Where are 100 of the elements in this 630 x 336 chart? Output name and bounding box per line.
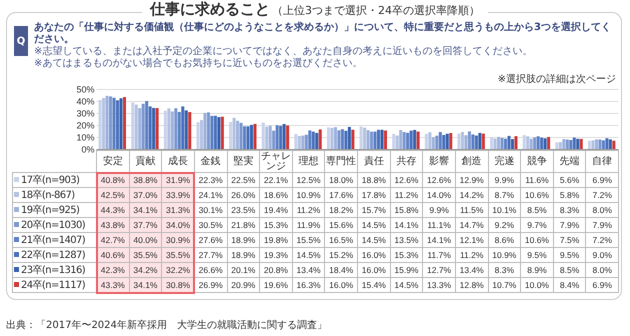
data-label: 12.7% xyxy=(422,262,456,278)
data-label: 42.5% xyxy=(96,188,130,202)
bar xyxy=(178,112,181,149)
data-label: 19.3% xyxy=(260,248,292,262)
data-label: 15.5% xyxy=(292,232,325,248)
data-label: 13.5% xyxy=(390,232,423,248)
bar xyxy=(164,110,167,149)
bar xyxy=(122,97,126,149)
bar xyxy=(134,104,138,149)
bar xyxy=(608,139,612,149)
data-label: 15.3% xyxy=(390,248,423,262)
data-label: 14.2% xyxy=(455,188,488,202)
bar xyxy=(580,138,583,149)
bar xyxy=(396,136,399,149)
bar xyxy=(145,101,148,149)
bar xyxy=(232,118,236,149)
x-tick-label: チャレンジ xyxy=(260,150,292,172)
bar xyxy=(304,134,308,149)
bar xyxy=(504,138,508,149)
bar xyxy=(432,137,435,149)
bar xyxy=(555,142,558,149)
data-label: 15.3% xyxy=(260,218,292,232)
bar xyxy=(612,140,616,149)
legend-label: 22卒(n=1287) xyxy=(12,248,96,262)
bar xyxy=(530,138,533,149)
bar xyxy=(471,134,474,149)
data-label: 11.2% xyxy=(455,248,488,262)
data-label: 11.1% xyxy=(422,218,456,232)
x-tick-label: 安定 xyxy=(96,150,130,172)
bar xyxy=(294,134,298,149)
bar xyxy=(591,140,595,149)
x-tick-label: 堅実 xyxy=(227,150,260,172)
bar xyxy=(449,133,452,149)
y-tick-label: 0% xyxy=(81,144,94,154)
y-tick-label: 20% xyxy=(76,120,94,130)
data-label: 14.0% xyxy=(422,188,456,202)
bar xyxy=(380,130,384,149)
bar xyxy=(351,130,354,149)
data-label: 20.8% xyxy=(260,262,292,278)
bar xyxy=(167,108,170,149)
bar xyxy=(200,120,204,149)
bar xyxy=(377,130,380,149)
x-tick-label: 完遂 xyxy=(488,150,521,172)
data-label: 12.6% xyxy=(422,172,456,188)
bar xyxy=(326,127,330,149)
bar xyxy=(438,132,442,149)
bar xyxy=(366,130,370,149)
bar xyxy=(236,120,240,149)
data-label: 14.7% xyxy=(455,218,488,232)
bar xyxy=(435,136,438,149)
y-tick-label: 30% xyxy=(76,108,94,118)
data-label: 27.6% xyxy=(194,232,227,248)
data-label: 31.3% xyxy=(162,202,194,218)
data-label: 10.9% xyxy=(292,188,325,202)
data-label: 15.8% xyxy=(390,202,423,218)
bar xyxy=(268,126,272,149)
data-label: 5.6% xyxy=(553,172,586,188)
data-label: 31.9% xyxy=(162,172,194,188)
bar xyxy=(315,132,318,149)
bar xyxy=(152,108,156,149)
data-label: 21.8% xyxy=(227,218,260,232)
bar xyxy=(340,129,344,149)
bar xyxy=(298,136,301,149)
bar xyxy=(174,108,178,149)
data-label: 9.5% xyxy=(520,248,554,262)
bar xyxy=(330,128,334,149)
data-label: 42.7% xyxy=(96,232,130,248)
bar xyxy=(119,98,123,149)
data-label: 33.9% xyxy=(162,188,194,202)
data-label: 26.6% xyxy=(194,262,227,278)
data-label: 40.6% xyxy=(96,248,130,262)
data-label: 12.8% xyxy=(455,278,488,292)
bar xyxy=(428,132,432,149)
x-tick-label: 金銭 xyxy=(194,150,227,172)
data-label: 12.9% xyxy=(455,172,488,188)
bar xyxy=(196,122,200,149)
bar xyxy=(112,98,116,149)
bar xyxy=(206,112,210,149)
data-label: 16.5% xyxy=(324,232,358,248)
bar xyxy=(210,116,214,149)
data-label: 8.3% xyxy=(553,202,586,218)
data-label: 9.7% xyxy=(520,218,554,232)
data-label: 9.5% xyxy=(553,248,586,262)
data-label: 20.9% xyxy=(227,278,260,292)
bar xyxy=(272,130,276,149)
bar xyxy=(540,138,544,149)
data-label: 14.5% xyxy=(390,278,423,292)
bar xyxy=(253,124,257,149)
bar xyxy=(526,136,530,149)
legend-label: 18卒(n-867) xyxy=(12,188,96,202)
x-tick-label: 自律 xyxy=(586,150,618,172)
data-label: 11.7% xyxy=(422,248,456,262)
legend-label: 24卒(n=1117) xyxy=(12,278,96,292)
data-label: 16.0% xyxy=(358,262,390,278)
bar xyxy=(308,130,312,149)
q-badge-icon: Q xyxy=(14,26,28,56)
bar xyxy=(370,132,374,149)
bar xyxy=(363,128,366,149)
data-label: 10.0% xyxy=(520,278,554,292)
x-tick-label: 成長 xyxy=(162,150,194,172)
